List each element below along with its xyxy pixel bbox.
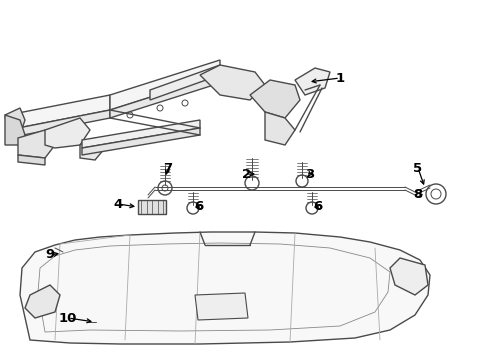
- Polygon shape: [150, 65, 220, 100]
- Polygon shape: [110, 75, 220, 118]
- Polygon shape: [8, 110, 110, 138]
- Text: 2: 2: [242, 167, 251, 180]
- Text: 7: 7: [163, 162, 172, 175]
- Polygon shape: [249, 80, 299, 118]
- Polygon shape: [18, 130, 55, 158]
- Text: 1: 1: [335, 72, 344, 85]
- Polygon shape: [200, 65, 264, 100]
- Polygon shape: [82, 128, 200, 155]
- FancyBboxPatch shape: [138, 200, 165, 214]
- Polygon shape: [25, 285, 60, 318]
- Polygon shape: [5, 108, 25, 138]
- Text: 5: 5: [412, 162, 422, 175]
- Polygon shape: [264, 112, 294, 145]
- Text: 8: 8: [412, 189, 422, 202]
- Text: 4: 4: [113, 198, 122, 211]
- Polygon shape: [5, 115, 25, 145]
- Polygon shape: [18, 155, 45, 165]
- Text: 6: 6: [194, 201, 203, 213]
- Text: 3: 3: [305, 167, 314, 180]
- Polygon shape: [82, 120, 200, 148]
- Polygon shape: [294, 68, 329, 95]
- Circle shape: [225, 73, 244, 91]
- Polygon shape: [389, 258, 427, 295]
- Polygon shape: [45, 118, 90, 148]
- Polygon shape: [20, 232, 429, 344]
- Polygon shape: [110, 60, 220, 110]
- Text: 9: 9: [45, 248, 55, 261]
- Polygon shape: [195, 293, 247, 320]
- Text: 6: 6: [313, 201, 322, 213]
- Text: 10: 10: [59, 311, 77, 324]
- Polygon shape: [80, 138, 105, 160]
- Polygon shape: [8, 95, 110, 130]
